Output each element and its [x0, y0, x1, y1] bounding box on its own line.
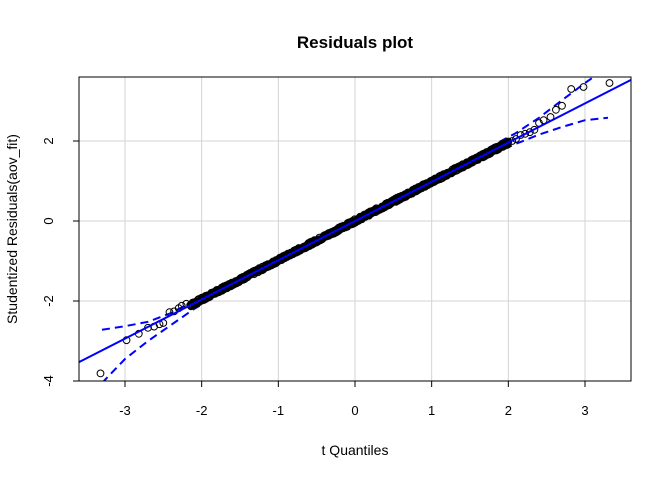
y-axis: -4 -2 0 2 — [41, 137, 79, 387]
y-tick-label: -4 — [41, 375, 56, 387]
y-axis-label: Studentized Residuals(aov_fit) — [4, 134, 20, 324]
data-point — [567, 85, 576, 93]
data-point — [525, 128, 534, 137]
grid-lines — [79, 77, 631, 382]
y-tick-label: 2 — [41, 137, 56, 144]
fit-line-segment — [79, 78, 631, 364]
x-tick-label: 1 — [428, 403, 435, 418]
data-point — [530, 125, 539, 134]
data-point — [521, 129, 530, 138]
x-tick-label: -3 — [119, 403, 131, 418]
data-point — [605, 79, 614, 87]
data-point — [579, 83, 588, 91]
x-tick-label: -2 — [196, 403, 208, 418]
x-axis-label: t Quantiles — [322, 442, 389, 458]
data-point — [508, 137, 517, 145]
data-point — [558, 101, 566, 110]
x-axis: -3 -2 -1 0 1 2 3 — [119, 381, 589, 418]
x-tick-label: 3 — [581, 403, 588, 418]
chart-title: Residuals plot — [297, 33, 414, 52]
x-tick-label: 2 — [505, 403, 512, 418]
x-tick-label: -1 — [273, 403, 285, 418]
fit-line — [79, 78, 631, 364]
y-tick-label: -2 — [41, 295, 56, 307]
y-tick-label: 0 — [41, 217, 56, 224]
data-point — [512, 135, 520, 143]
data-point — [96, 369, 105, 378]
x-tick-label: 0 — [351, 403, 358, 418]
data-point — [552, 105, 560, 114]
